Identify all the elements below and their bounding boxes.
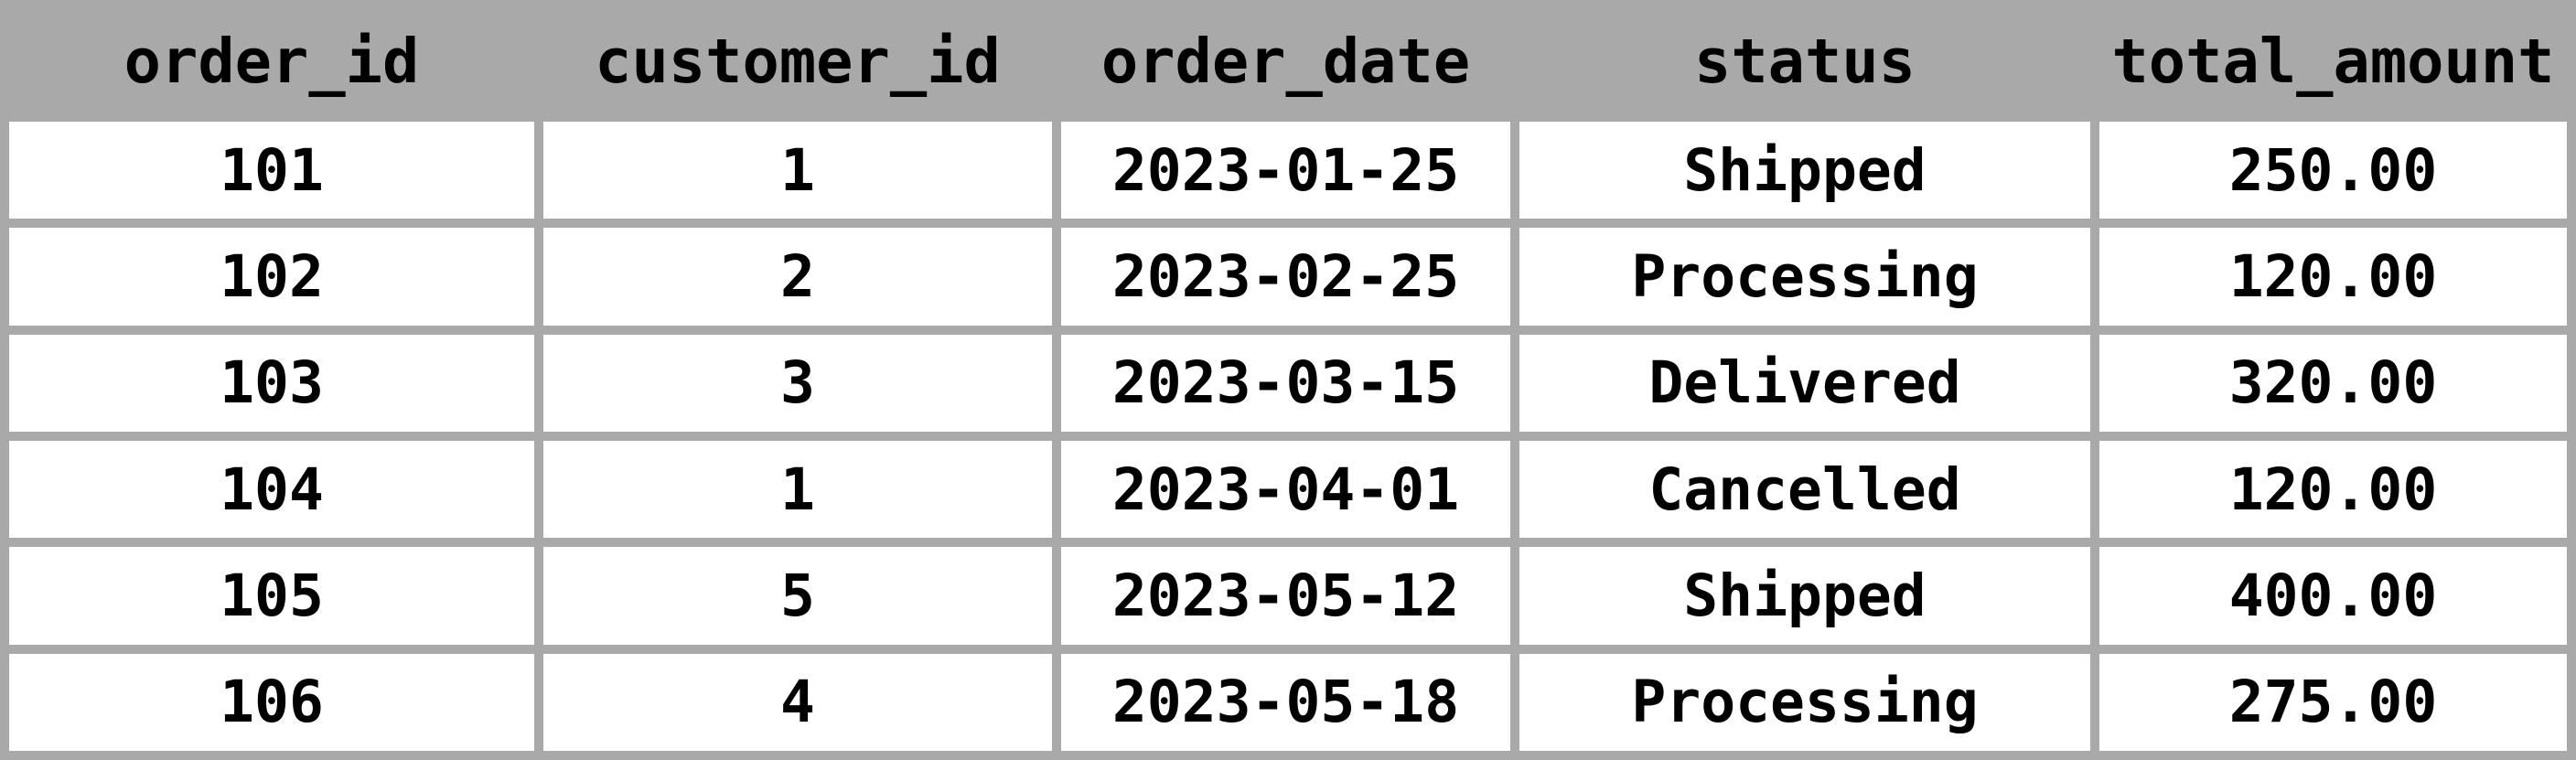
table-row: 103 3 2023-03-15 Delivered 320.00 xyxy=(9,334,2567,432)
cell-order-id: 101 xyxy=(9,122,534,219)
cell-order-date: 2023-05-12 xyxy=(1061,547,1510,645)
cell-total-amount: 250.00 xyxy=(2099,122,2567,219)
cell-total-amount: 400.00 xyxy=(2099,547,2567,645)
cell-order-id: 105 xyxy=(9,547,534,645)
cell-status: Cancelled xyxy=(1519,440,2090,539)
cell-customer-id: 1 xyxy=(543,440,1052,539)
cell-customer-id: 5 xyxy=(543,547,1052,645)
header-cell-customer-id: customer_id xyxy=(543,9,1052,112)
cell-total-amount: 275.00 xyxy=(2099,653,2567,751)
cell-status: Shipped xyxy=(1519,547,2090,645)
cell-customer-id: 1 xyxy=(543,122,1052,219)
cell-customer-id: 2 xyxy=(543,228,1052,326)
cell-order-id: 104 xyxy=(9,440,534,539)
cell-order-date: 2023-02-25 xyxy=(1061,228,1510,326)
cell-order-date: 2023-04-01 xyxy=(1061,440,1510,539)
table-row: 106 4 2023-05-18 Processing 275.00 xyxy=(9,653,2567,751)
header-cell-status: status xyxy=(1519,9,2090,112)
cell-order-date: 2023-01-25 xyxy=(1061,122,1510,219)
header-cell-order-date: order_date xyxy=(1061,9,1510,112)
cell-status: Delivered xyxy=(1519,334,2090,432)
header-row: order_id customer_id order_date status t… xyxy=(9,9,2567,112)
cell-order-date: 2023-05-18 xyxy=(1061,653,1510,751)
cell-customer-id: 4 xyxy=(543,653,1052,751)
cell-order-id: 102 xyxy=(9,228,534,326)
table-row: 105 5 2023-05-12 Shipped 400.00 xyxy=(9,547,2567,645)
cell-order-id: 106 xyxy=(9,653,534,751)
cell-customer-id: 3 xyxy=(543,334,1052,432)
cell-order-date: 2023-03-15 xyxy=(1061,334,1510,432)
cell-total-amount: 120.00 xyxy=(2099,440,2567,539)
header-cell-total-amount: total_amount xyxy=(2099,9,2567,112)
header-cell-order-id: order_id xyxy=(9,9,534,112)
table-row: 102 2 2023-02-25 Processing 120.00 xyxy=(9,228,2567,326)
cell-order-id: 103 xyxy=(9,334,534,432)
table-row: 101 1 2023-01-25 Shipped 250.00 xyxy=(9,122,2567,219)
cell-status: Processing xyxy=(1519,228,2090,326)
cell-status: Processing xyxy=(1519,653,2090,751)
table-row: 104 1 2023-04-01 Cancelled 120.00 xyxy=(9,440,2567,539)
cell-total-amount: 120.00 xyxy=(2099,228,2567,326)
orders-table-body: 101 1 2023-01-25 Shipped 250.00 102 2 20… xyxy=(9,122,2567,751)
orders-table-header: order_id customer_id order_date status t… xyxy=(9,9,2567,112)
cell-total-amount: 320.00 xyxy=(2099,334,2567,432)
cell-status: Shipped xyxy=(1519,122,2090,219)
